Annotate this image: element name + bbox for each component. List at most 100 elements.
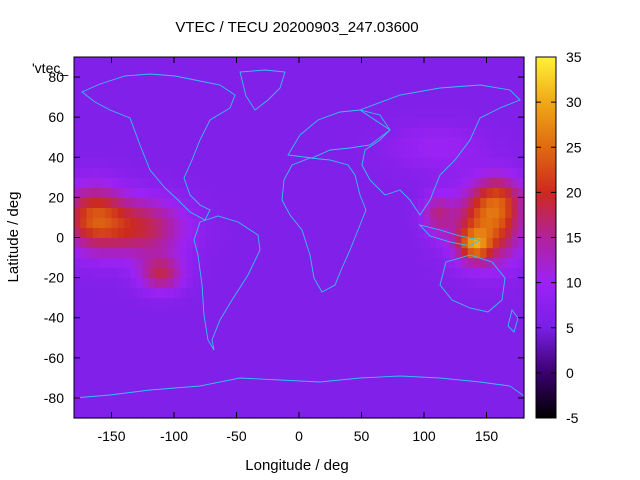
heat-cell bbox=[461, 117, 469, 128]
heat-cell bbox=[336, 87, 344, 98]
heat-cell bbox=[442, 347, 450, 359]
heat-cell bbox=[174, 317, 181, 329]
heat-cell bbox=[399, 347, 406, 359]
heat-cell bbox=[261, 377, 269, 389]
heat-cell bbox=[286, 157, 294, 168]
heat-cell bbox=[392, 357, 400, 369]
heat-cell bbox=[205, 147, 213, 158]
heat-cell bbox=[386, 337, 394, 349]
heat-cell bbox=[499, 97, 506, 108]
heat-cell bbox=[367, 357, 375, 369]
heat-cell bbox=[461, 367, 469, 379]
heat-cell bbox=[105, 267, 113, 279]
heat-cell bbox=[130, 77, 138, 88]
heat-cell bbox=[124, 237, 131, 249]
heat-cell bbox=[305, 277, 313, 289]
heat-cell bbox=[92, 127, 100, 138]
heat-cell bbox=[299, 407, 306, 419]
heat-cell bbox=[399, 87, 406, 98]
heat-cell bbox=[474, 387, 481, 399]
heat-cell bbox=[230, 307, 238, 319]
heat-cell bbox=[417, 397, 425, 409]
heat-cell bbox=[436, 107, 444, 118]
heat-cell bbox=[311, 217, 319, 229]
heat-cell bbox=[399, 97, 406, 108]
heat-cell bbox=[355, 167, 363, 178]
heat-cell bbox=[367, 217, 375, 229]
heat-cell bbox=[280, 127, 288, 138]
heat-cell bbox=[117, 297, 125, 309]
heat-cell bbox=[411, 177, 419, 188]
heat-cell bbox=[274, 387, 281, 399]
heat-cell bbox=[305, 87, 313, 98]
heat-cell bbox=[124, 127, 131, 138]
heat-cell bbox=[436, 217, 444, 229]
heat-cell bbox=[324, 397, 331, 409]
heat-cell bbox=[317, 267, 325, 279]
heat-cell bbox=[374, 287, 381, 299]
heat-cell bbox=[292, 97, 300, 108]
heat-cell bbox=[386, 257, 394, 269]
heat-cell bbox=[249, 377, 256, 389]
heat-cell bbox=[367, 377, 375, 389]
heat-cell bbox=[255, 187, 263, 198]
heat-cell bbox=[436, 187, 444, 198]
heat-cell bbox=[442, 177, 450, 188]
heat-cell bbox=[474, 367, 481, 379]
heat-cell bbox=[99, 217, 106, 229]
heat-cell bbox=[399, 67, 406, 78]
heat-cell bbox=[205, 287, 213, 299]
heat-cell bbox=[399, 137, 406, 148]
heat-cell bbox=[261, 177, 269, 188]
heat-cell bbox=[367, 167, 375, 178]
heat-cell bbox=[499, 317, 506, 329]
heat-cell bbox=[474, 307, 481, 319]
heat-cell bbox=[417, 337, 425, 349]
heat-cell bbox=[255, 157, 263, 168]
heat-cell bbox=[205, 257, 213, 269]
x-tick-label: -150 bbox=[97, 428, 125, 444]
heat-cell bbox=[74, 237, 81, 249]
heat-cell bbox=[205, 177, 213, 188]
heat-cell bbox=[374, 327, 381, 339]
heat-cell bbox=[99, 107, 106, 118]
heat-cell bbox=[280, 107, 288, 118]
heat-cell bbox=[380, 407, 388, 419]
heat-cell bbox=[292, 347, 300, 359]
heat-cell bbox=[342, 397, 350, 409]
heat-cell bbox=[405, 207, 413, 219]
heat-cell bbox=[224, 257, 231, 269]
heat-cell bbox=[261, 137, 269, 148]
heat-cell bbox=[99, 137, 106, 148]
heat-cell bbox=[486, 57, 494, 68]
heat-cell bbox=[105, 367, 113, 379]
heat-cell bbox=[192, 67, 200, 78]
heat-cell bbox=[280, 207, 288, 219]
heat-cell bbox=[449, 97, 456, 108]
heat-cell bbox=[224, 237, 231, 249]
heat-cell bbox=[336, 247, 344, 259]
heat-cell bbox=[467, 287, 475, 299]
heat-cell bbox=[105, 87, 113, 98]
heat-cell bbox=[280, 227, 288, 239]
heat-cell bbox=[136, 347, 144, 359]
heat-cell bbox=[105, 257, 113, 269]
heat-cell bbox=[311, 207, 319, 219]
heat-cell bbox=[492, 77, 500, 88]
heat-cell bbox=[517, 167, 525, 178]
heat-cell bbox=[355, 217, 363, 229]
heat-cell bbox=[105, 77, 113, 88]
heat-cell bbox=[211, 157, 219, 168]
heat-cell bbox=[324, 167, 331, 178]
heat-cell bbox=[442, 337, 450, 349]
heat-cell bbox=[386, 107, 394, 118]
heat-cell bbox=[192, 167, 200, 178]
heat-cell bbox=[199, 267, 206, 279]
heat-cell bbox=[492, 107, 500, 118]
heat-cell bbox=[424, 377, 431, 389]
heat-cell bbox=[449, 187, 456, 198]
heat-cell bbox=[192, 217, 200, 229]
heat-cell bbox=[92, 367, 100, 379]
heat-cell bbox=[149, 137, 156, 148]
heat-cell bbox=[136, 377, 144, 389]
